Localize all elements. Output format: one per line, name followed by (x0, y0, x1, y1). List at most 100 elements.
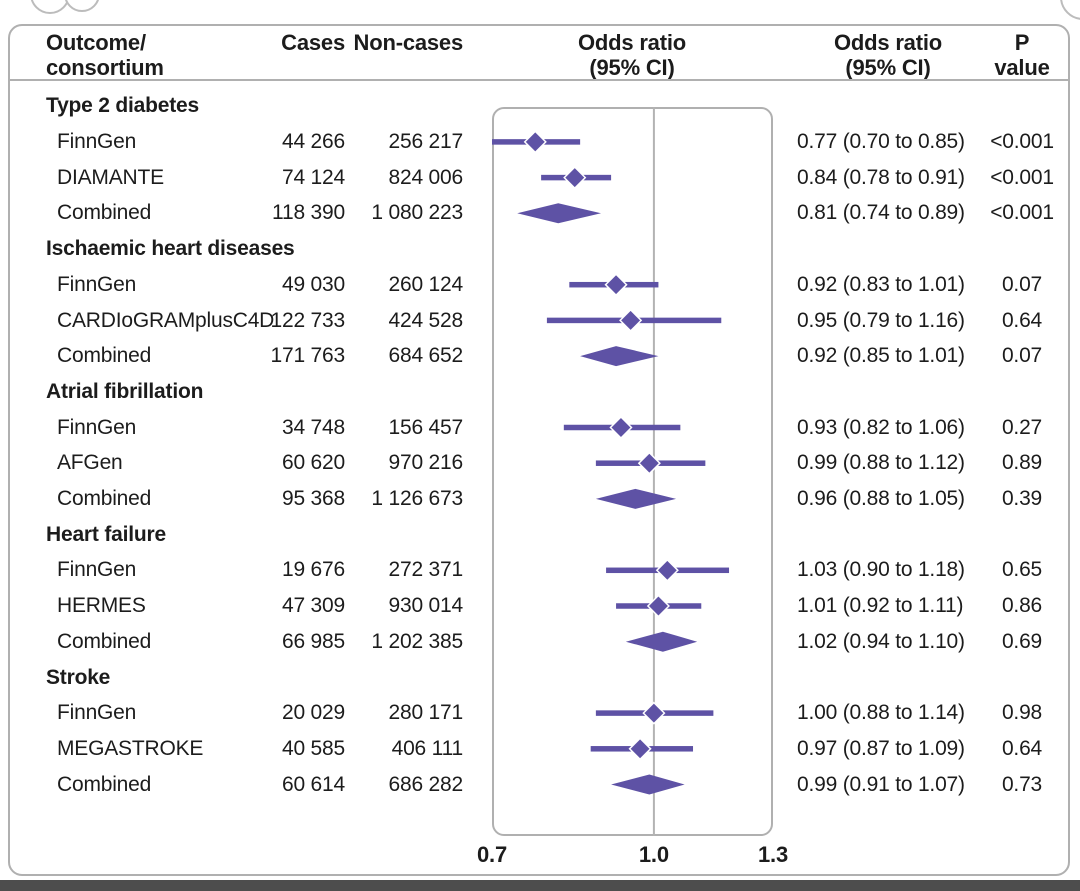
header-separator (8, 79, 1068, 81)
noncases-value: 424 528 (388, 308, 463, 332)
odds-ratio-ci-value: 0.92 (0.85 to 1.01) (797, 344, 965, 368)
study-label: Combined (57, 487, 152, 511)
cases-value: 171 763 (270, 344, 345, 368)
decorative-arc (1060, 0, 1080, 20)
study-label: Combined (57, 629, 152, 653)
study-row: FinnGen 44 266 256 217 0.77 (0.70 to 0.85) <… (0, 124, 1080, 160)
noncases-value: 256 217 (388, 130, 463, 154)
study-label: FinnGen (57, 701, 137, 725)
decorative-arc (30, 0, 70, 14)
study-label: CARDIoGRAMplusC4D (57, 308, 275, 332)
column-header-odds-ratio-text: Odds ratio (95% CI) (833, 30, 942, 80)
noncases-value: 260 124 (388, 272, 463, 296)
decorative-arc (64, 0, 100, 12)
study-label: Combined (57, 201, 152, 225)
cases-value: 60 614 (281, 772, 345, 796)
noncases-value: 280 171 (388, 701, 463, 725)
study-row: FinnGen 20 029 280 171 1.00 (0.88 to 1.14) 0… (0, 695, 1080, 731)
study-row: MEGASTROKE 40 585 406 111 0.97 (0.87 to 1.0… (0, 731, 1080, 767)
study-row: Combined 171 763 684 652 0.92 (0.85 to 1.01… (0, 338, 1080, 374)
outcome-group-label: Type 2 diabetes (46, 94, 200, 118)
cases-value: 20 029 (281, 701, 345, 725)
p-value: 0.39 (1001, 487, 1043, 511)
study-label: FinnGen (57, 272, 137, 296)
study-row: DIAMANTE 74 124 824 006 0.84 (0.78 to 0.91)… (0, 160, 1080, 196)
cases-value: 122 733 (270, 308, 345, 332)
outcome-group-label: Atrial fibrillation (46, 379, 204, 403)
x-axis-tick-label: 1.3 (758, 842, 788, 867)
noncases-value: 824 006 (388, 165, 463, 189)
p-value: <0.001 (990, 165, 1054, 189)
cases-value: 44 266 (281, 130, 345, 154)
odds-ratio-ci-value: 0.99 (0.91 to 1.07) (797, 772, 965, 796)
outcome-group-row: Type 2 diabetes (0, 88, 1080, 124)
noncases-value: 1 202 385 (371, 629, 463, 653)
cases-value: 74 124 (281, 165, 345, 189)
p-value: <0.001 (990, 201, 1054, 225)
column-header-outcome: Outcome/ consortium (46, 30, 164, 80)
study-row: FinnGen 19 676 272 371 1.03 (0.90 to 1.18) 0… (0, 552, 1080, 588)
outcome-group-row: Ischaemic heart diseases (0, 231, 1080, 267)
outcome-group-row: Atrial fibrillation (0, 374, 1080, 410)
outcome-group-label: Heart failure (46, 522, 166, 546)
odds-ratio-ci-value: 0.99 (0.88 to 1.12) (797, 451, 965, 475)
odds-ratio-ci-value: 1.02 (0.94 to 1.10) (797, 629, 965, 653)
noncases-value: 156 457 (388, 415, 463, 439)
noncases-value: 684 652 (388, 344, 463, 368)
study-label: FinnGen (57, 130, 137, 154)
noncases-value: 272 371 (388, 558, 463, 582)
cases-value: 118 390 (272, 201, 345, 225)
cases-value: 49 030 (281, 272, 345, 296)
p-value: 0.64 (1001, 736, 1043, 760)
noncases-value: 1 126 673 (371, 487, 463, 511)
column-header-odds-ratio-plot: Odds ratio (95% CI) (577, 30, 686, 80)
odds-ratio-ci-value: 0.92 (0.83 to 1.01) (797, 272, 965, 296)
cases-value: 60 620 (281, 451, 345, 475)
p-value: 0.73 (1001, 772, 1043, 796)
p-value: <0.001 (990, 130, 1054, 154)
outcome-group-row: Stroke (0, 660, 1080, 696)
study-label: Combined (57, 772, 152, 796)
cases-value: 95 368 (281, 487, 345, 511)
odds-ratio-ci-value: 0.95 (0.79 to 1.16) (797, 308, 965, 332)
study-row: Combined 66 985 1 202 385 1.02 (0.94 to 1.1… (0, 624, 1080, 660)
outcome-group-row: Heart failure (0, 517, 1080, 553)
column-header-cases: Cases (281, 30, 345, 55)
study-label: FinnGen (57, 558, 137, 582)
odds-ratio-ci-value: 1.03 (0.90 to 1.18) (797, 558, 965, 582)
outcome-group-label: Stroke (46, 665, 111, 689)
p-value: 0.86 (1001, 594, 1043, 618)
x-axis-tick-label: 0.7 (477, 842, 507, 867)
study-row: CARDIoGRAMplusC4D 122 733 424 528 0.95 (0.7… (0, 303, 1080, 339)
p-value: 0.65 (1001, 558, 1043, 582)
odds-ratio-ci-value: 0.93 (0.82 to 1.06) (797, 415, 965, 439)
study-row: Combined 118 390 1 080 223 0.81 (0.74 to 0.… (0, 195, 1080, 231)
study-row: FinnGen 49 030 260 124 0.92 (0.83 to 1.01) 0… (0, 267, 1080, 303)
p-value: 0.64 (1001, 308, 1043, 332)
study-row: Combined 95 368 1 126 673 0.96 (0.88 to 1.0… (0, 481, 1080, 517)
cases-value: 66 985 (281, 629, 345, 653)
study-row: FinnGen 34 748 156 457 0.93 (0.82 to 1.06) 0… (0, 410, 1080, 446)
odds-ratio-ci-value: 1.00 (0.88 to 1.14) (797, 701, 965, 725)
study-label: AFGen (57, 451, 123, 475)
p-value: 0.07 (1001, 344, 1043, 368)
study-label: FinnGen (57, 415, 137, 439)
cases-value: 34 748 (281, 415, 345, 439)
cases-value: 19 676 (281, 558, 345, 582)
p-value: 0.98 (1001, 701, 1043, 725)
x-axis-tick-label: 1.0 (638, 842, 669, 867)
noncases-value: 686 282 (388, 772, 463, 796)
study-row: AFGen 60 620 970 216 0.99 (0.88 to 1.12) 0.8… (0, 445, 1080, 481)
odds-ratio-ci-value: 0.77 (0.70 to 0.85) (797, 130, 965, 154)
p-value: 0.07 (1001, 272, 1043, 296)
p-value: 0.69 (1001, 629, 1043, 653)
noncases-value: 970 216 (388, 451, 463, 475)
noncases-value: 1 080 223 (371, 201, 463, 225)
study-row: Combined 60 614 686 282 0.99 (0.91 to 1.07)… (0, 767, 1080, 803)
study-row: HERMES 47 309 930 014 1.01 (0.92 to 1.11) 0.… (0, 588, 1080, 624)
odds-ratio-ci-value: 0.97 (0.87 to 1.09) (797, 736, 965, 760)
study-label: MEGASTROKE (57, 736, 204, 760)
cases-value: 47 309 (281, 594, 345, 618)
study-label: DIAMANTE (57, 165, 164, 189)
